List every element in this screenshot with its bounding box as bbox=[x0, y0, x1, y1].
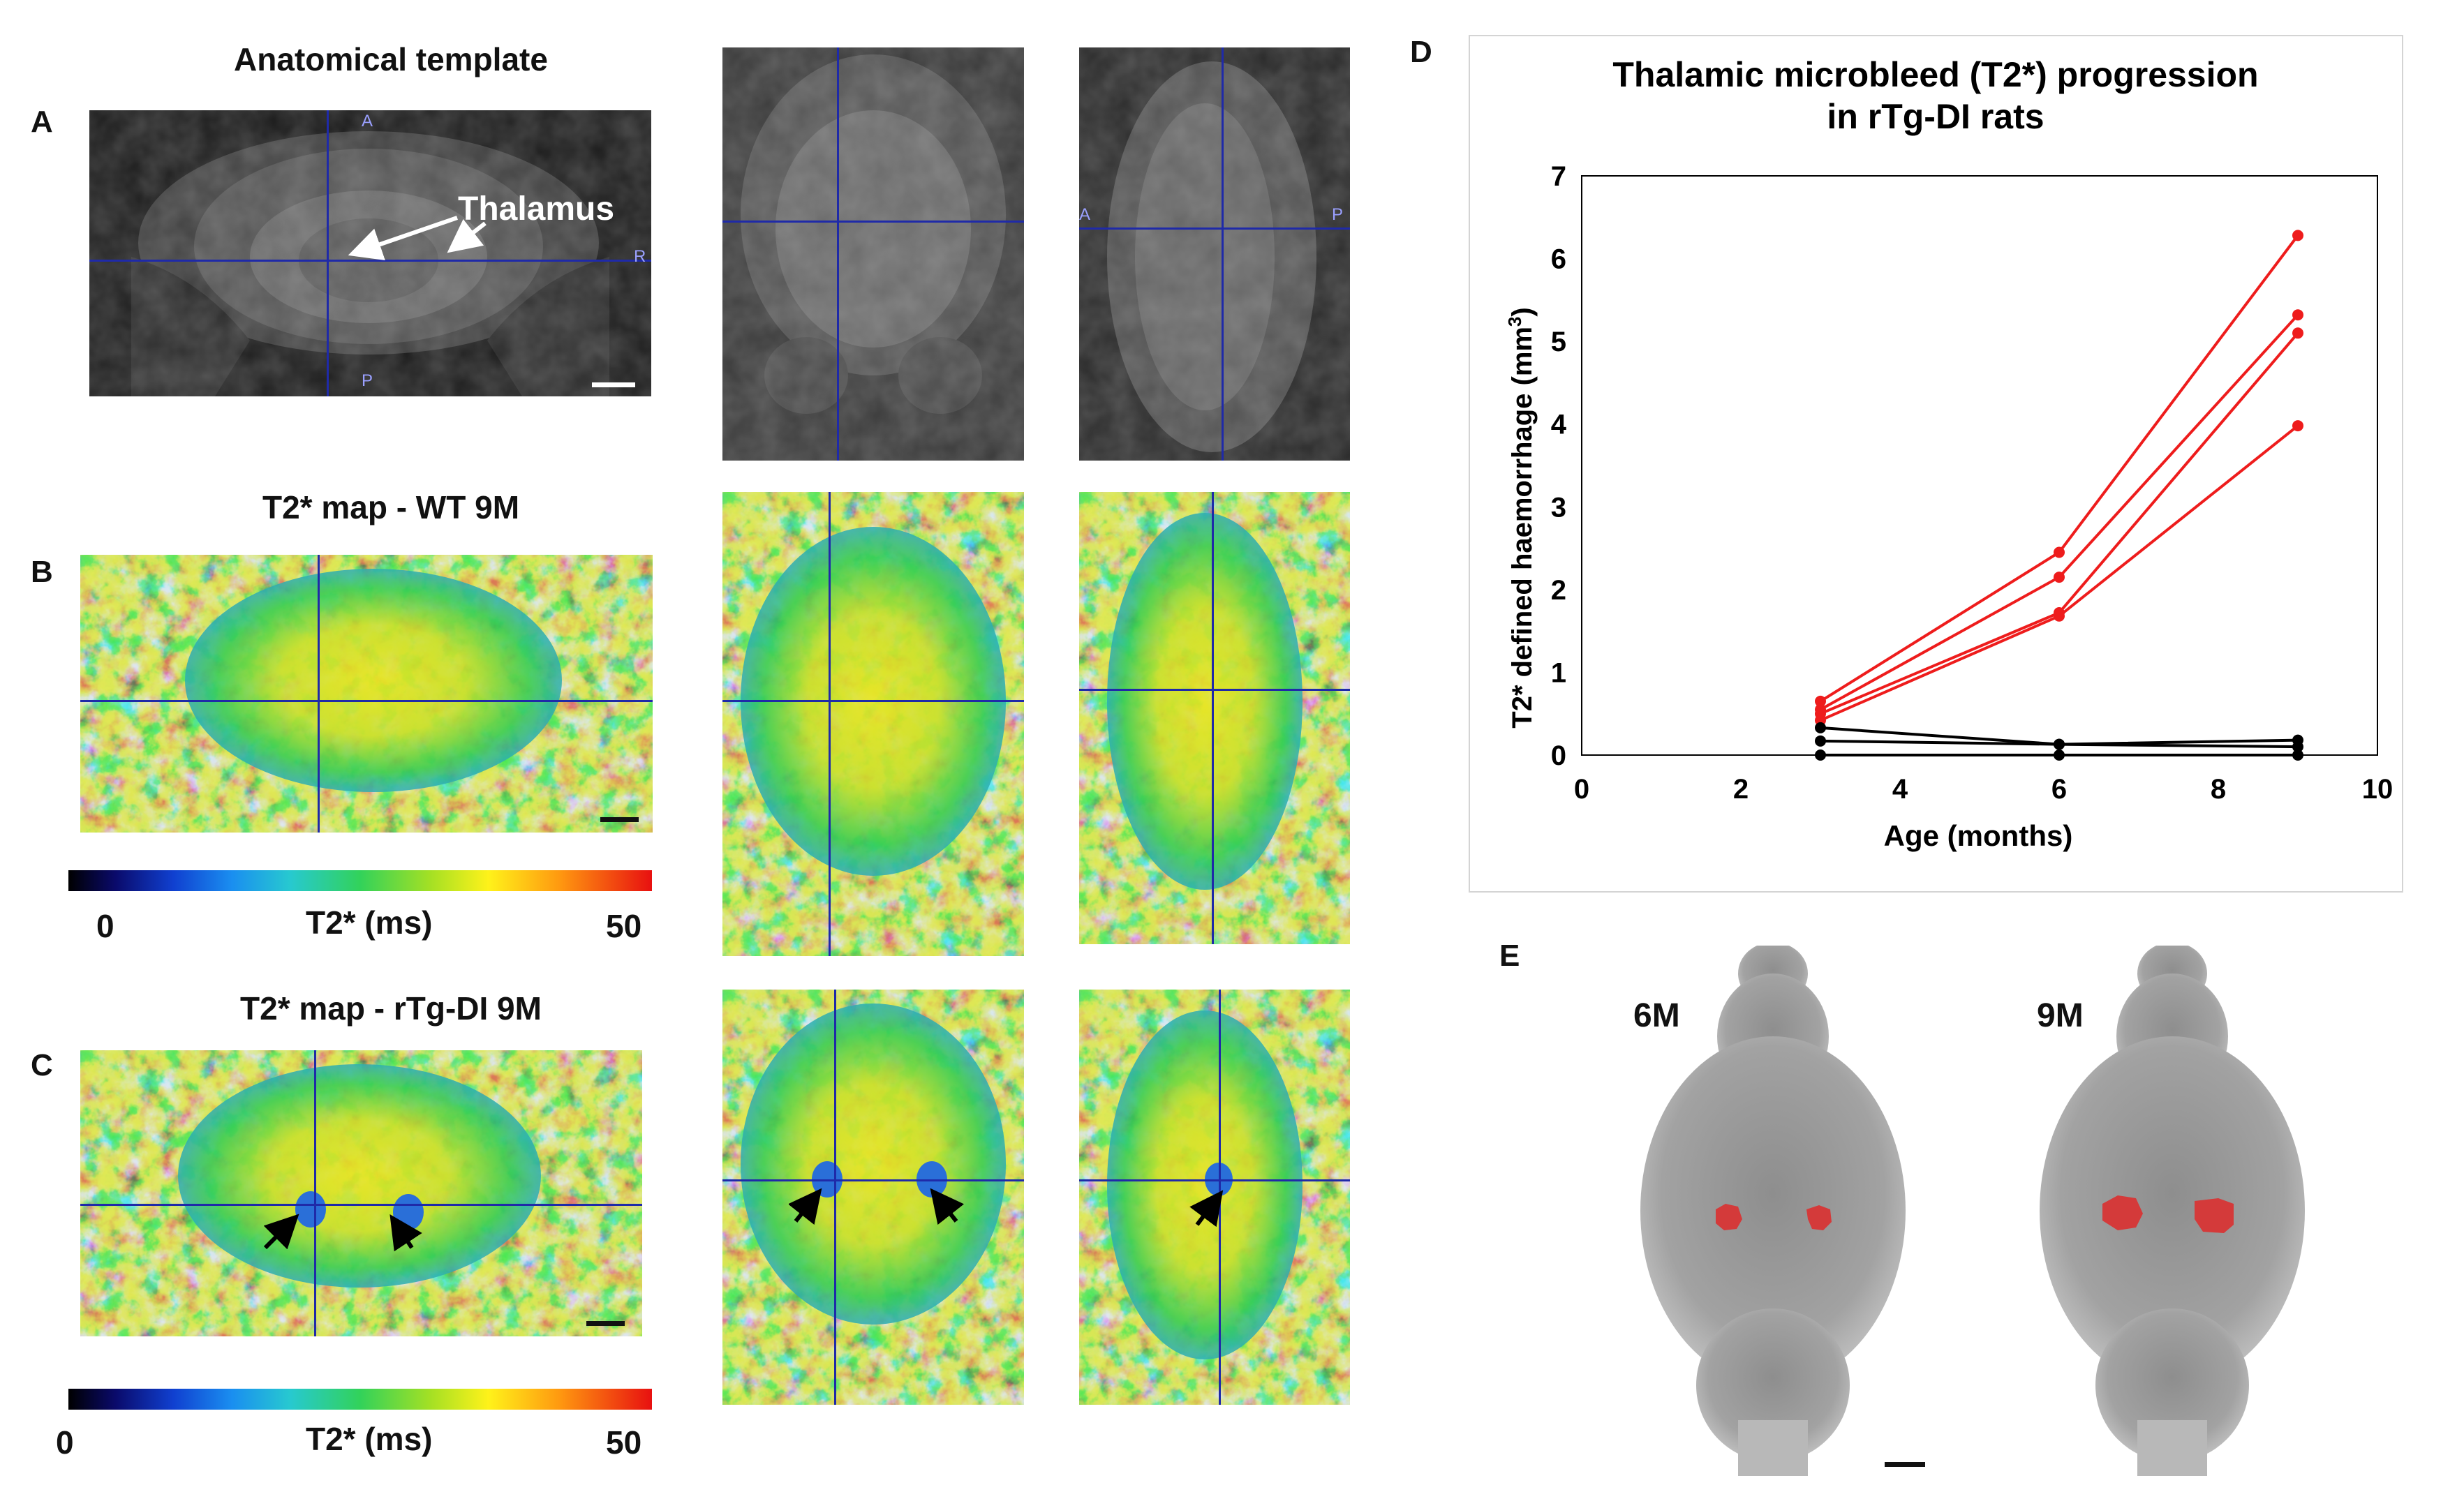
microbleed-line-chart: Thalamic microbleed (T2*) progression in… bbox=[1504, 55, 2394, 852]
plot-area bbox=[1581, 175, 2378, 756]
x-tick-label: 10 bbox=[2362, 774, 2394, 805]
data-point bbox=[2292, 230, 2303, 241]
lesion-right-9m bbox=[2195, 1198, 2234, 1233]
colorbar-wt-label: T2* (ms) bbox=[306, 904, 433, 941]
t2-map-tg-coronal bbox=[80, 1050, 642, 1336]
data-point bbox=[2292, 749, 2303, 761]
lesion-left-6m bbox=[1716, 1204, 1742, 1230]
chart-ylabel-sup: 3 bbox=[1504, 317, 1525, 327]
panel-c-title: T2* map - rTg-DI 9M bbox=[240, 990, 542, 1027]
orient-a: A bbox=[362, 112, 373, 130]
colorbar-wt bbox=[68, 870, 652, 891]
data-point bbox=[1815, 695, 1826, 707]
scale-bar bbox=[592, 382, 635, 387]
colorbar-tg-label: T2* (ms) bbox=[306, 1421, 433, 1457]
data-point bbox=[2054, 546, 2065, 558]
label-9m: 9M bbox=[2037, 997, 2084, 1034]
data-point bbox=[1815, 735, 1826, 747]
chart-title: Thalamic microbleed (T2*) progression bbox=[1612, 55, 2258, 94]
colorbar-wt-max: 50 bbox=[606, 908, 642, 944]
anatomical-axial-scan bbox=[722, 47, 1024, 461]
t2-map-wt-coronal bbox=[80, 555, 653, 833]
panel-e-letter: E bbox=[1499, 939, 1520, 973]
microbleed-arrows-axial bbox=[789, 1188, 965, 1225]
lesion-right-6m bbox=[1806, 1205, 1832, 1230]
y-tick-label: 3 bbox=[1551, 492, 1566, 523]
x-tick-label: 0 bbox=[1574, 774, 1589, 805]
data-point bbox=[1815, 722, 1826, 733]
orient-p: P bbox=[362, 371, 373, 390]
panel-b-letter: B bbox=[31, 555, 53, 589]
colorbar-wt-min: 0 bbox=[96, 908, 114, 944]
colorbar-tg-min: 0 bbox=[56, 1424, 74, 1461]
series-line-1 bbox=[1819, 234, 2299, 703]
brain-render-9m bbox=[2033, 942, 2312, 1476]
microbleed-arrows-coronal bbox=[263, 1214, 422, 1252]
thalamus-label: Thalamus bbox=[458, 191, 615, 227]
data-point bbox=[2054, 610, 2065, 622]
y-tick-label: 1 bbox=[1551, 657, 1566, 688]
y-tick-label: 4 bbox=[1551, 410, 1567, 440]
y-tick-label: 0 bbox=[1551, 740, 1566, 771]
data-point bbox=[1815, 749, 1826, 761]
microbleed-arrow-sagittal bbox=[1189, 1190, 1224, 1228]
t2-map-wt-sagittal bbox=[1079, 492, 1350, 944]
x-tick-label: 8 bbox=[2211, 774, 2226, 805]
chart-xlabel: Age (months) bbox=[1884, 819, 2073, 852]
x-tick-label: 6 bbox=[2051, 774, 2067, 805]
chart-frame: Thalamic microbleed (T2*) progression in… bbox=[1469, 35, 2403, 893]
panel-a-letter: A bbox=[31, 105, 53, 139]
x-tick-label: 2 bbox=[1733, 774, 1749, 805]
chart-ylabel: T2* defined haemorrhage (mm3) bbox=[1504, 307, 1538, 728]
panel-a-title: Anatomical template bbox=[234, 41, 548, 77]
y-tick-label: 7 bbox=[1551, 161, 1566, 192]
chart-ylabel-close: ) bbox=[1507, 307, 1538, 316]
data-point bbox=[2292, 420, 2303, 432]
scale-bar-tg bbox=[586, 1321, 625, 1326]
label-6m: 6M bbox=[1633, 997, 1680, 1034]
brain-render-6m bbox=[1633, 942, 1913, 1476]
y-tick-label: 2 bbox=[1551, 575, 1566, 606]
t2-map-tg-axial bbox=[722, 990, 1024, 1405]
t2-map-wt-axial bbox=[722, 492, 1024, 956]
data-point bbox=[2054, 572, 2065, 583]
series-line-2 bbox=[1820, 313, 2299, 711]
y-tick-label: 6 bbox=[1551, 244, 1566, 275]
data-point bbox=[2292, 741, 2303, 753]
orient-a-sagittal: A bbox=[1079, 205, 1091, 224]
t2-map-tg-sagittal bbox=[1079, 990, 1350, 1405]
colorbar-tg bbox=[68, 1389, 652, 1410]
thalamus-arrows bbox=[348, 216, 487, 260]
data-point bbox=[2292, 327, 2303, 339]
data-point bbox=[2054, 738, 2065, 750]
scale-bar-e bbox=[1885, 1462, 1925, 1467]
y-tick-label: 5 bbox=[1551, 327, 1566, 357]
panel-c-letter: C bbox=[31, 1048, 53, 1082]
data-point bbox=[2292, 309, 2303, 321]
chart-subtitle: in rTg-DI rats bbox=[1827, 97, 2044, 136]
x-tick-label: 4 bbox=[1892, 774, 1908, 805]
panel-d-letter: D bbox=[1410, 35, 1432, 69]
colorbar-tg-max: 50 bbox=[606, 1424, 642, 1461]
scale-bar-wt bbox=[600, 817, 639, 822]
panel-b-title: T2* map - WT 9M bbox=[262, 489, 520, 525]
lesion-left-9m bbox=[2102, 1195, 2143, 1230]
orient-r: R bbox=[634, 247, 646, 266]
data-point bbox=[2054, 749, 2065, 761]
anatomical-sagittal-scan: A P bbox=[1079, 47, 1350, 461]
chart-ylabel-main: T2* defined haemorrhage (mm bbox=[1507, 327, 1538, 729]
orient-p-sagittal: P bbox=[1332, 205, 1344, 224]
